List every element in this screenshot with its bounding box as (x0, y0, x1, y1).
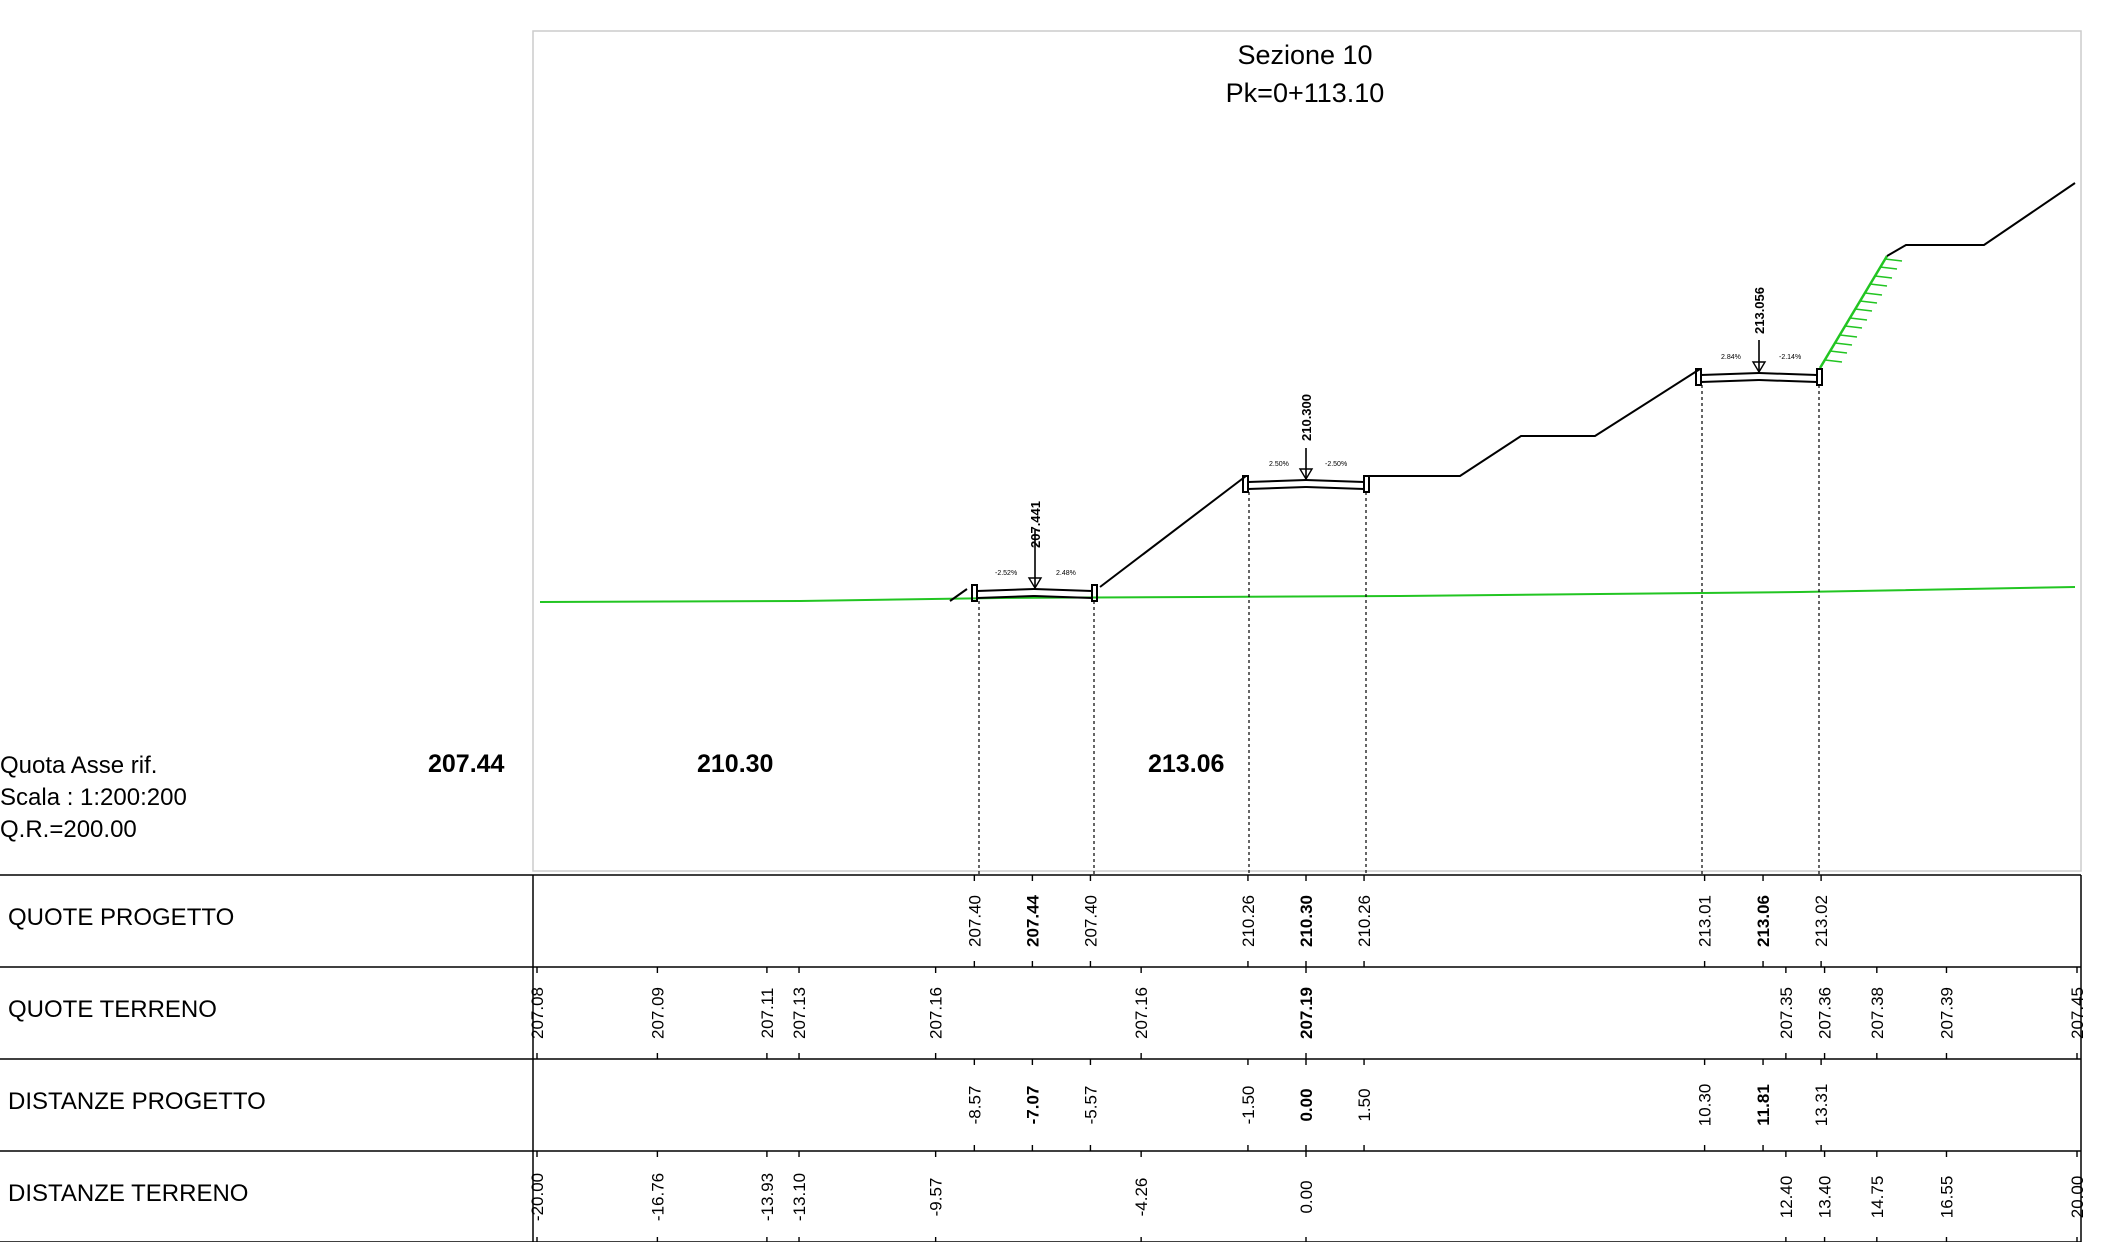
quote-progetto-value: 210.26 (1239, 895, 1258, 947)
quota-label: Quota Asse rif. (0, 752, 158, 779)
quote-terreno-value: 207.36 (1816, 987, 1835, 1039)
row-label-distanze-progetto: DISTANZE PROGETTO (8, 1088, 266, 1115)
project-profile (949, 182, 2076, 602)
quota-value: 210.30 (697, 750, 774, 778)
axis-elevation-label: 207.441 (1028, 501, 1043, 548)
quote-progetto-value: 207.44 (1023, 894, 1042, 947)
reference-lines (978, 385, 1820, 875)
slope-label: -2.52% (995, 570, 1017, 577)
quote-terreno-value: 207.09 (648, 987, 667, 1039)
distanze-terreno-value: -9.57 (927, 1178, 946, 1217)
quote-progetto-value: 213.06 (1754, 895, 1773, 947)
slope-hatching (1824, 258, 1903, 363)
distanze-progetto-value: 10.30 (1696, 1084, 1715, 1127)
distanze-terreno-value: -16.76 (648, 1173, 667, 1221)
quote-terreno-value: 207.16 (1132, 987, 1151, 1039)
quota-value: 213.06 (1148, 750, 1225, 778)
scale-label: Scala : 1:200:200 (0, 784, 187, 811)
distanze-terreno-value: 13.40 (1816, 1176, 1835, 1219)
quote-terreno-value: 207.11 (758, 988, 777, 1039)
row-label-quote-progetto: QUOTE PROGETTO (8, 904, 235, 931)
distanze-terreno-value: 20.00 (2068, 1176, 2087, 1219)
profile-left-stub (949, 588, 968, 602)
road-platform-3 (1695, 340, 1823, 386)
axis-elevation-label: 210.300 (1299, 394, 1314, 441)
quote-progetto-value: 207.40 (965, 895, 984, 947)
distanze-progetto-value: 1.50 (1355, 1088, 1374, 1121)
distanze-progetto-value: 0.00 (1297, 1088, 1316, 1121)
distanze-terreno-value: 12.40 (1777, 1176, 1796, 1219)
row-label-distanze-terreno: DISTANZE TERRENO (8, 1180, 249, 1207)
distanze-terreno-value: -4.26 (1132, 1178, 1151, 1217)
terrain-line (539, 586, 2076, 603)
distanze-progetto-value: -8.57 (965, 1086, 984, 1125)
quote-terreno-value: 207.45 (2068, 987, 2087, 1039)
quote-progetto-value: 207.40 (1081, 895, 1100, 947)
distanze-terreno-value: -13.10 (790, 1173, 809, 1221)
row-label-quote-terreno: QUOTE TERRENO (8, 996, 217, 1023)
quote-terreno-value: 207.38 (1868, 987, 1887, 1039)
data-table-grid (0, 874, 2082, 1242)
slope-line-green (1818, 255, 1889, 369)
quote-terreno-value: 207.08 (528, 987, 547, 1039)
quote-terreno-value: 207.35 (1777, 987, 1796, 1039)
distanze-progetto-value: -1.50 (1239, 1086, 1258, 1125)
distanze-terreno-value: -13.93 (758, 1173, 777, 1221)
quote-progetto-value: 210.26 (1355, 895, 1374, 947)
distanze-progetto-value: 13.31 (1812, 1084, 1831, 1127)
quote-terreno-value: 207.19 (1297, 987, 1316, 1039)
slope-label: 2.48% (1056, 570, 1076, 577)
distanze-terreno-value: 16.55 (1937, 1176, 1956, 1219)
axis-elevation-label: 213.056 (1752, 287, 1767, 334)
slope-label: 2.84% (1721, 354, 1741, 361)
quote-progetto-value: 213.02 (1812, 895, 1831, 947)
quote-progetto-value: 210.30 (1297, 895, 1316, 947)
drawing-frame (532, 30, 2082, 872)
quote-progetto-value: 213.01 (1696, 895, 1715, 947)
section-title: Sezione 10 (1237, 40, 1373, 70)
distanze-progetto-value: -7.07 (1023, 1086, 1042, 1125)
quote-terreno-value: 207.13 (790, 987, 809, 1039)
quote-terreno-value: 207.16 (927, 987, 946, 1039)
slope-label: -2.50% (1325, 461, 1347, 468)
profile-middle (1368, 368, 1701, 477)
distanze-terreno-value: 14.75 (1868, 1176, 1887, 1219)
row-values: 207.40 -8.57 207.44 -7.07 207.40 -5.57 210.26 -… (528, 875, 2087, 1242)
quota-value: 207.44 (428, 750, 505, 778)
distanze-progetto-value: 11.81 (1754, 1084, 1773, 1126)
section-chainage: Pk=0+113.10 (1225, 78, 1385, 108)
slope-label: 2.50% (1269, 461, 1289, 468)
distanze-progetto-value: -5.57 (1081, 1086, 1100, 1125)
road-platform-2 (1242, 448, 1370, 493)
slope-label: -2.14% (1779, 354, 1801, 361)
reference-level-label: Q.R.=200.00 (0, 816, 137, 843)
profile-ramp-1 (1099, 475, 1247, 588)
distanze-terreno-value: -20.00 (528, 1173, 547, 1221)
distanze-terreno-value: 0.00 (1297, 1180, 1316, 1213)
quote-terreno-value: 207.39 (1937, 987, 1956, 1039)
profile-top (1886, 182, 2076, 257)
